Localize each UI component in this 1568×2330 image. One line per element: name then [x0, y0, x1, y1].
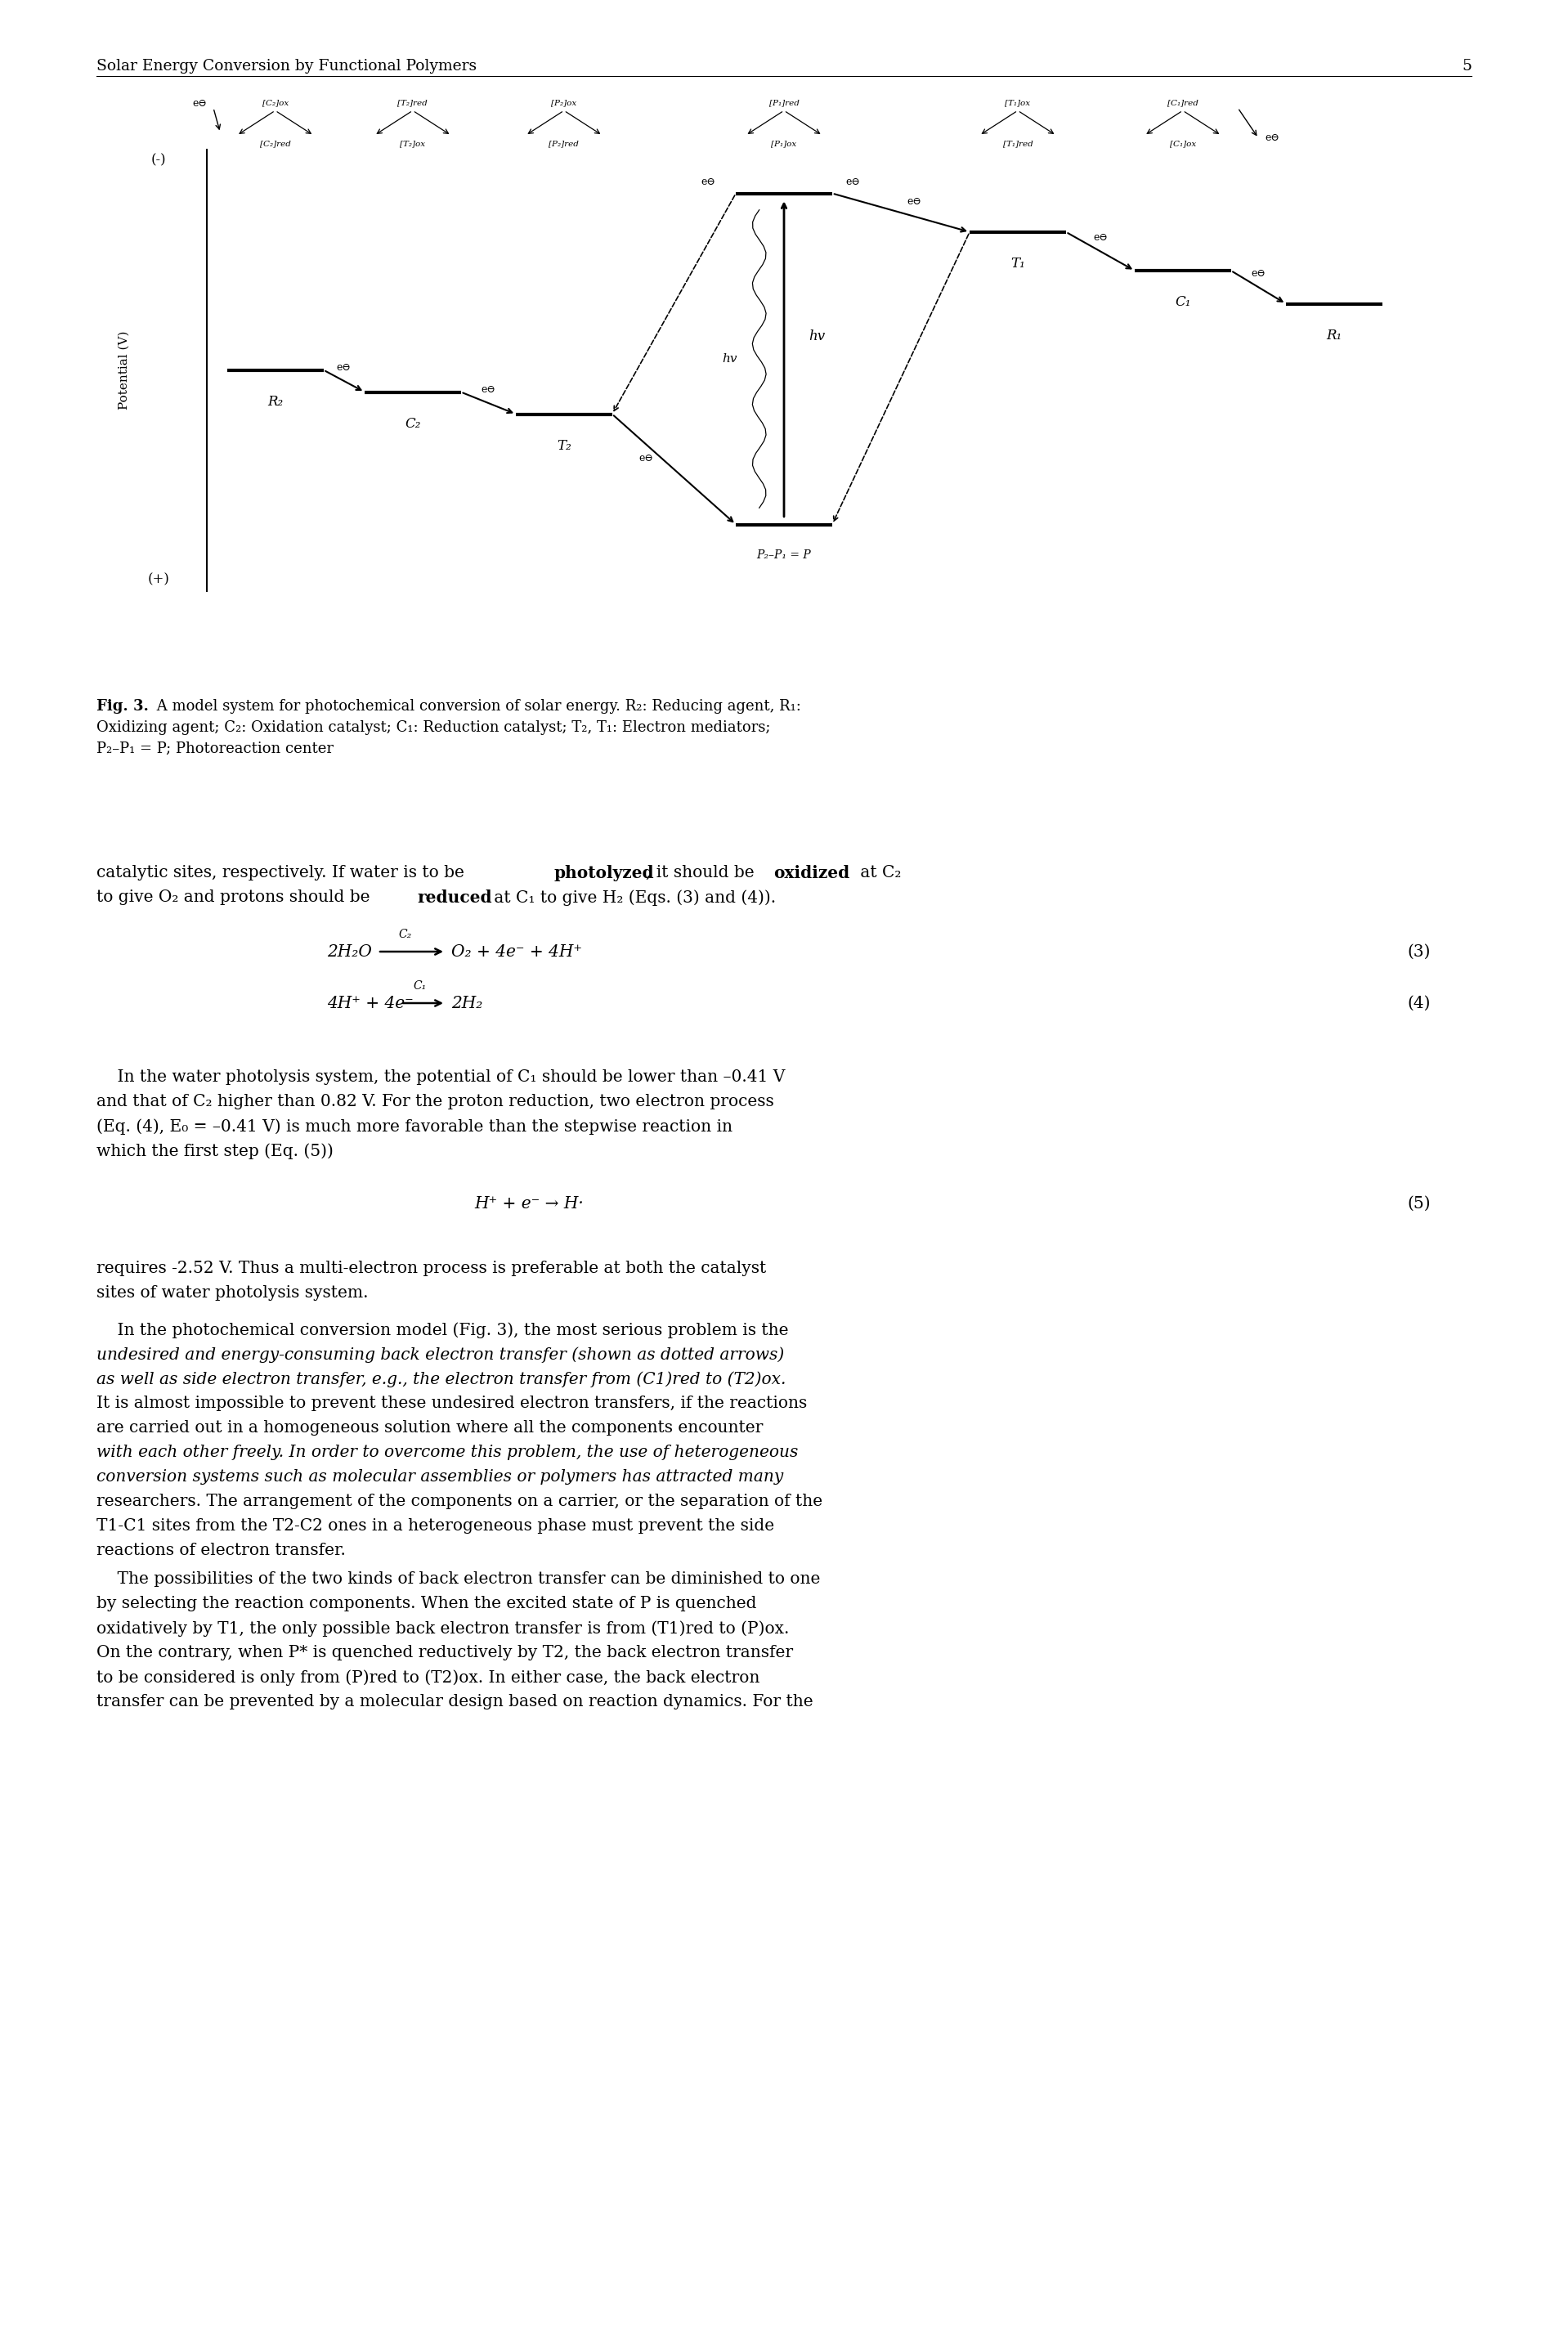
Text: (+): (+): [147, 573, 169, 587]
Text: C₂: C₂: [405, 417, 420, 431]
Text: e⊖: e⊖: [481, 384, 495, 394]
Text: O₂ + 4e⁻ + 4H⁺: O₂ + 4e⁻ + 4H⁺: [452, 944, 582, 960]
Text: 2H₂: 2H₂: [452, 995, 483, 1011]
Text: oxidatively by T1, the only possible back electron transfer is from (T1)red to (: oxidatively by T1, the only possible bac…: [97, 1619, 789, 1636]
Text: [T₁]ox: [T₁]ox: [1005, 98, 1030, 107]
Text: R₁: R₁: [1327, 329, 1342, 343]
Text: [T₂]ox: [T₂]ox: [400, 140, 425, 147]
Text: e⊖: e⊖: [845, 177, 861, 189]
Text: researchers. The arrangement of the components on a carrier, or the separation o: researchers. The arrangement of the comp…: [97, 1494, 823, 1510]
Text: [C₂]red: [C₂]red: [260, 140, 290, 147]
Text: at C₂: at C₂: [855, 864, 902, 881]
Text: R₂: R₂: [268, 394, 284, 408]
Text: hv: hv: [809, 331, 825, 345]
Text: 4H⁺ + 4e⁻: 4H⁺ + 4e⁻: [328, 995, 414, 1011]
Text: H⁺ + e⁻ → H·: H⁺ + e⁻ → H·: [474, 1195, 583, 1212]
Text: Potential (V): Potential (V): [118, 331, 130, 410]
Text: photolyzed: photolyzed: [554, 864, 654, 881]
Text: reactions of electron transfer.: reactions of electron transfer.: [97, 1542, 345, 1559]
Text: requires -2.52 V. Thus a multi-electron process is preferable at both the cataly: requires -2.52 V. Thus a multi-electron …: [97, 1261, 767, 1277]
Text: hv: hv: [723, 354, 737, 363]
Text: [C₂]ox: [C₂]ox: [262, 98, 289, 107]
Text: and that of C₂ higher than 0.82 V. For the proton reduction, two electron proces: and that of C₂ higher than 0.82 V. For t…: [97, 1093, 775, 1109]
Text: [C₁]ox: [C₁]ox: [1170, 140, 1196, 147]
Text: undesired and energy-consuming back electron transfer (shown as dotted arrows): undesired and energy-consuming back elec…: [97, 1347, 784, 1363]
Text: are carried out in a homogeneous solution where all the components encounter: are carried out in a homogeneous solutio…: [97, 1419, 764, 1435]
Text: In the photochemical conversion model (Fig. 3), the most serious problem is the: In the photochemical conversion model (F…: [97, 1321, 789, 1337]
Text: P₂–P₁ = P; Photoreaction center: P₂–P₁ = P; Photoreaction center: [97, 741, 334, 757]
Text: C₁: C₁: [1174, 296, 1190, 310]
Text: T₁: T₁: [1010, 256, 1025, 270]
Text: to be considered is only from (P)red to (T2)ox. In either case, the back electro: to be considered is only from (P)red to …: [97, 1668, 760, 1685]
Text: (5): (5): [1406, 1195, 1430, 1212]
Text: 2H₂O: 2H₂O: [328, 944, 372, 960]
Text: It is almost impossible to prevent these undesired electron transfers, if the re: It is almost impossible to prevent these…: [97, 1396, 808, 1412]
Text: [P₂]red: [P₂]red: [549, 140, 579, 147]
Text: [P₁]ox: [P₁]ox: [771, 140, 797, 147]
Text: Solar Energy Conversion by Functional Polymers: Solar Energy Conversion by Functional Po…: [97, 58, 477, 75]
Text: e⊖: e⊖: [193, 98, 207, 110]
Text: On the contrary, when P* is quenched reductively by T2, the back electron transf: On the contrary, when P* is quenched red…: [97, 1645, 793, 1661]
Text: T₂: T₂: [557, 438, 571, 452]
Text: e⊖: e⊖: [908, 196, 922, 207]
Text: [T₁]red: [T₁]red: [1004, 140, 1033, 147]
Text: e⊖: e⊖: [337, 361, 351, 373]
Text: with each other freely. In order to overcome this problem, the use of heterogene: with each other freely. In order to over…: [97, 1445, 798, 1461]
Text: e⊖: e⊖: [1093, 233, 1107, 242]
Text: Oxidizing agent; C₂: Oxidation catalyst; C₁: Reduction catalyst; T₂, T₁: Electro: Oxidizing agent; C₂: Oxidation catalyst;…: [97, 720, 770, 734]
Text: sites of water photolysis system.: sites of water photolysis system.: [97, 1286, 368, 1300]
Text: e⊖: e⊖: [1265, 133, 1279, 144]
Text: oxidized: oxidized: [773, 864, 850, 881]
Text: e⊖: e⊖: [701, 177, 715, 189]
Text: which the first step (Eq. (5)): which the first step (Eq. (5)): [97, 1144, 334, 1158]
Text: e⊖: e⊖: [1251, 268, 1265, 280]
Text: A model system for photochemical conversion of solar energy. R₂: Reducing agent,: A model system for photochemical convers…: [152, 699, 801, 713]
Text: (4): (4): [1408, 995, 1430, 1011]
Text: reduced: reduced: [417, 890, 492, 906]
Text: [C₁]red: [C₁]red: [1167, 98, 1198, 107]
Text: (Eq. (4), E₀ = –0.41 V) is much more favorable than the stepwise reaction in: (Eq. (4), E₀ = –0.41 V) is much more fav…: [97, 1118, 732, 1135]
Text: to give O₂ and protons should be: to give O₂ and protons should be: [97, 890, 375, 904]
Text: P₂–P₁ = P: P₂–P₁ = P: [757, 550, 811, 562]
Text: conversion systems such as molecular assemblies or polymers has attracted many: conversion systems such as molecular ass…: [97, 1470, 784, 1484]
Text: C₁: C₁: [414, 981, 426, 993]
Text: In the water photolysis system, the potential of C₁ should be lower than –0.41 V: In the water photolysis system, the pote…: [97, 1069, 786, 1086]
Text: by selecting the reaction components. When the excited state of P is quenched: by selecting the reaction components. Wh…: [97, 1596, 757, 1612]
Text: [T₂]red: [T₂]red: [398, 98, 428, 107]
Text: The possibilities of the two kinds of back electron transfer can be diminished t: The possibilities of the two kinds of ba…: [97, 1570, 820, 1587]
Text: [P₂]ox: [P₂]ox: [552, 98, 577, 107]
Text: catalytic sites, respectively. If water is to be: catalytic sites, respectively. If water …: [97, 864, 469, 881]
Text: Fig. 3.: Fig. 3.: [97, 699, 149, 713]
Text: transfer can be prevented by a molecular design based on reaction dynamics. For : transfer can be prevented by a molecular…: [97, 1694, 814, 1710]
Text: as well as side electron transfer, e.g., the electron transfer from (C1)red to (: as well as side electron transfer, e.g.,…: [97, 1370, 786, 1386]
Text: e⊖: e⊖: [640, 452, 654, 464]
Text: (-): (-): [151, 154, 166, 168]
Text: T1-C1 sites from the T2-C2 ones in a heterogeneous phase must prevent the side: T1-C1 sites from the T2-C2 ones in a het…: [97, 1519, 775, 1533]
Text: at C₁ to give H₂ (Eqs. (3) and (4)).: at C₁ to give H₂ (Eqs. (3) and (4)).: [489, 890, 776, 906]
Text: [P₁]red: [P₁]red: [768, 98, 800, 107]
Text: C₂: C₂: [398, 930, 412, 941]
Text: 5: 5: [1461, 58, 1471, 75]
Text: , it should be: , it should be: [646, 864, 759, 881]
Text: (3): (3): [1408, 944, 1430, 960]
